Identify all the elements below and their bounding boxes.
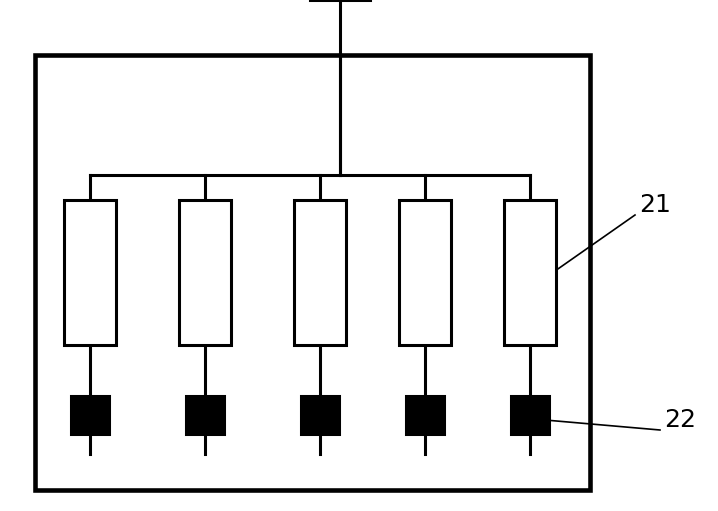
Bar — [35, 55, 590, 490]
Bar — [511, 396, 549, 434]
Bar — [71, 396, 109, 434]
Bar — [504, 200, 556, 345]
Bar — [301, 396, 339, 434]
Bar — [399, 200, 451, 345]
Bar — [406, 396, 444, 434]
Text: 22: 22 — [664, 408, 696, 432]
Text: 21: 21 — [639, 193, 671, 217]
Bar — [64, 200, 116, 345]
Bar — [179, 200, 231, 345]
Bar — [186, 396, 224, 434]
Bar — [294, 200, 346, 345]
